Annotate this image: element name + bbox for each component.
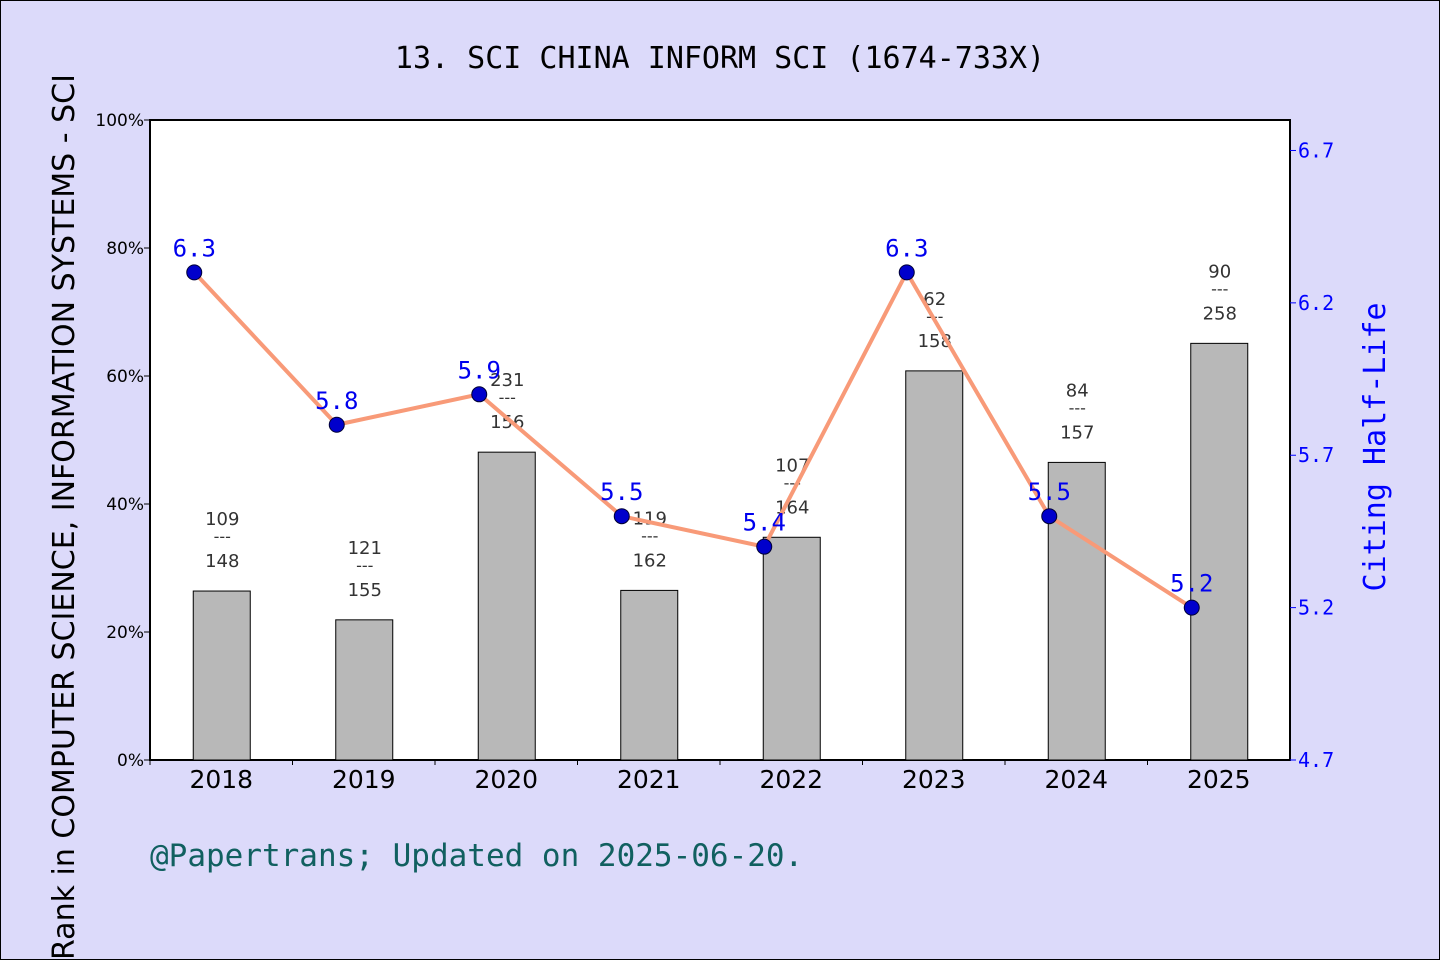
left-tick-label: 20% bbox=[106, 623, 144, 643]
half-life-point-2018 bbox=[186, 264, 203, 281]
half-life-line bbox=[192, 268, 1193, 610]
half-life-label: 5.5 bbox=[600, 478, 643, 506]
left-tick-label: 80% bbox=[106, 239, 144, 259]
x-tick-label: 2024 bbox=[1044, 765, 1108, 794]
left-tick-label: 40% bbox=[106, 495, 144, 515]
rank-separator: --- bbox=[641, 526, 658, 545]
half-life-label: 6.3 bbox=[885, 234, 928, 262]
rank-label: 62 bbox=[923, 289, 946, 310]
rank-label: 121 bbox=[348, 538, 382, 559]
half-life-point-2019 bbox=[328, 416, 345, 433]
x-tick-label: 2018 bbox=[189, 765, 253, 794]
right-tick-label: 4.7 bbox=[1298, 748, 1334, 772]
total-label: 258 bbox=[1203, 303, 1237, 324]
rank-label: 109 bbox=[205, 509, 239, 530]
rank-separator: --- bbox=[214, 527, 231, 546]
bar-2025 bbox=[1190, 342, 1249, 761]
left-tick-label: 100% bbox=[95, 111, 144, 131]
half-life-point-2024 bbox=[1041, 508, 1058, 525]
rank-separator: --- bbox=[499, 388, 516, 407]
bar-2020 bbox=[477, 451, 536, 761]
left-tick-label: 0% bbox=[117, 751, 144, 771]
x-tick-label: 2023 bbox=[902, 765, 966, 794]
bar-2021 bbox=[620, 589, 679, 761]
right-axis-label: Citing Half-Life bbox=[1358, 303, 1393, 592]
x-tick-label: 2019 bbox=[332, 765, 396, 794]
rank-label: 84 bbox=[1066, 380, 1089, 401]
rank-separator: --- bbox=[356, 556, 373, 575]
rank-separator: --- bbox=[1211, 279, 1228, 298]
total-label: 148 bbox=[205, 551, 239, 572]
half-life-point-2022 bbox=[756, 538, 773, 555]
half-life-point-2020 bbox=[471, 386, 488, 403]
half-life-point-2025 bbox=[1183, 599, 1200, 616]
half-life-label: 5.4 bbox=[743, 509, 786, 537]
half-life-label: 5.8 bbox=[315, 387, 358, 415]
half-life-point-2023 bbox=[898, 264, 915, 281]
x-tick-label: 2022 bbox=[759, 765, 823, 794]
x-tick-label: 2025 bbox=[1187, 765, 1251, 794]
half-life-label: 5.2 bbox=[1170, 570, 1213, 598]
half-life-point-2021 bbox=[613, 508, 630, 525]
half-life-label: 5.5 bbox=[1028, 478, 1071, 506]
chart-title: 13. SCI CHINA INFORM SCI (1674-733X) bbox=[395, 41, 1045, 76]
bar-2022 bbox=[762, 536, 821, 761]
total-label: 157 bbox=[1060, 422, 1094, 443]
right-tick-label: 6.2 bbox=[1298, 291, 1334, 315]
plot-area bbox=[149, 119, 1291, 761]
half-life-label: 5.9 bbox=[458, 356, 501, 384]
x-tick-label: 2021 bbox=[617, 765, 681, 794]
footer-credit: @Papertrans; Updated on 2025-06-20. bbox=[150, 838, 803, 874]
left-axis-label: Rank in COMPUTER SCIENCE, INFORMATION SY… bbox=[47, 74, 82, 960]
right-tick-label: 6.7 bbox=[1298, 138, 1334, 162]
total-label: 162 bbox=[633, 550, 667, 571]
total-label: 155 bbox=[348, 580, 382, 601]
bar-2023 bbox=[905, 370, 964, 761]
rank-label: 231 bbox=[490, 370, 524, 391]
right-tick-label: 5.2 bbox=[1298, 596, 1334, 620]
rank-label: 107 bbox=[775, 455, 809, 476]
rank-separator: --- bbox=[1069, 398, 1086, 417]
rank-label: 90 bbox=[1208, 261, 1231, 282]
half-life-label: 6.3 bbox=[173, 234, 216, 262]
x-tick-label: 2020 bbox=[474, 765, 538, 794]
bar-2024 bbox=[1047, 461, 1106, 761]
bar-2019 bbox=[335, 619, 394, 761]
left-tick-label: 60% bbox=[106, 367, 144, 387]
right-tick-label: 5.7 bbox=[1298, 443, 1334, 467]
bar-2018 bbox=[192, 590, 251, 761]
